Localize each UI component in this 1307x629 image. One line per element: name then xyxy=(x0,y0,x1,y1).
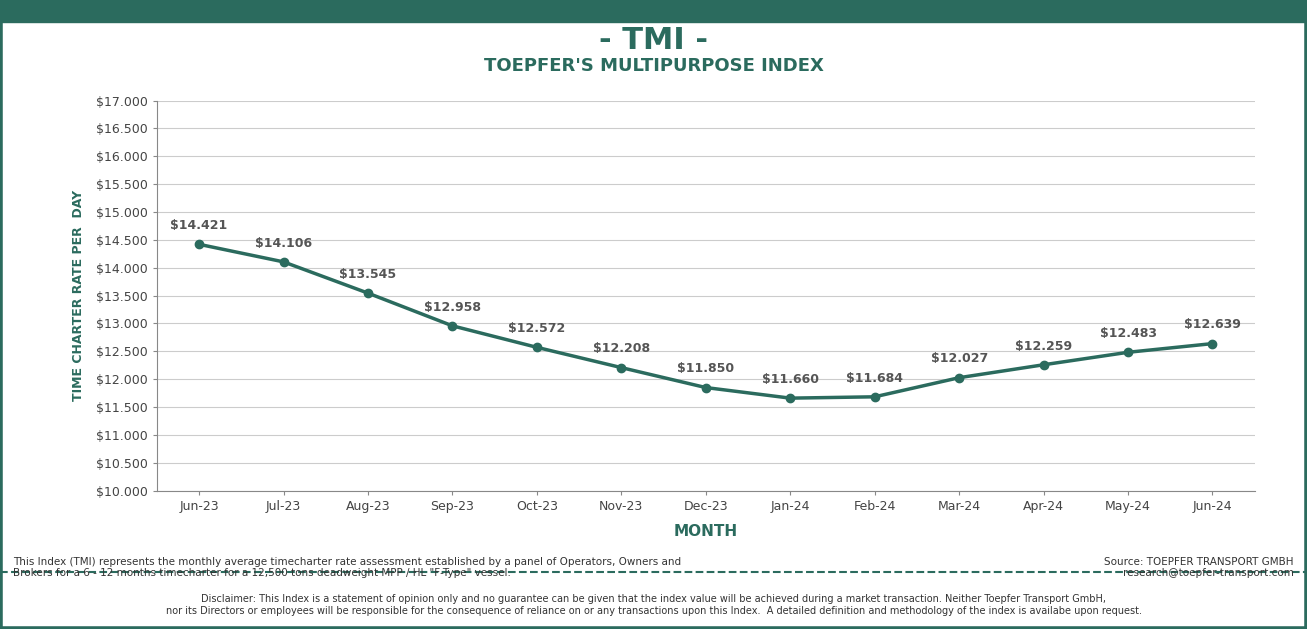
Text: Source: TOEPFER TRANSPORT GMBH
research@toepfer-transport.com: Source: TOEPFER TRANSPORT GMBH research@… xyxy=(1104,557,1294,578)
Text: $13.545: $13.545 xyxy=(340,268,396,281)
Text: $12.027: $12.027 xyxy=(931,352,988,365)
Text: $12.639: $12.639 xyxy=(1184,318,1240,331)
Text: This Index (TMI) represents the monthly average timecharter rate assessment esta: This Index (TMI) represents the monthly … xyxy=(13,557,681,578)
Text: $12.208: $12.208 xyxy=(593,342,650,355)
Text: $12.572: $12.572 xyxy=(508,322,566,335)
Text: $14.106: $14.106 xyxy=(255,237,312,250)
Bar xyxy=(0,0,1307,22)
Text: $11.684: $11.684 xyxy=(846,372,903,384)
Y-axis label: TIME CHARTER RATE PER  DAY: TIME CHARTER RATE PER DAY xyxy=(72,190,85,401)
X-axis label: MONTH: MONTH xyxy=(673,524,738,539)
Text: $11.850: $11.850 xyxy=(677,362,735,376)
Text: $14.421: $14.421 xyxy=(170,219,227,232)
Text: Disclaimer: This Index is a statement of opinion only and no guarantee can be gi: Disclaimer: This Index is a statement of… xyxy=(166,594,1141,616)
Text: $12.483: $12.483 xyxy=(1099,327,1157,340)
Text: TOEPFER'S MULTIPURPOSE INDEX: TOEPFER'S MULTIPURPOSE INDEX xyxy=(484,57,823,75)
Text: $12.259: $12.259 xyxy=(1016,340,1072,352)
Text: - TMI -: - TMI - xyxy=(599,26,708,55)
Text: $11.660: $11.660 xyxy=(762,373,818,386)
Text: $12.958: $12.958 xyxy=(423,301,481,314)
